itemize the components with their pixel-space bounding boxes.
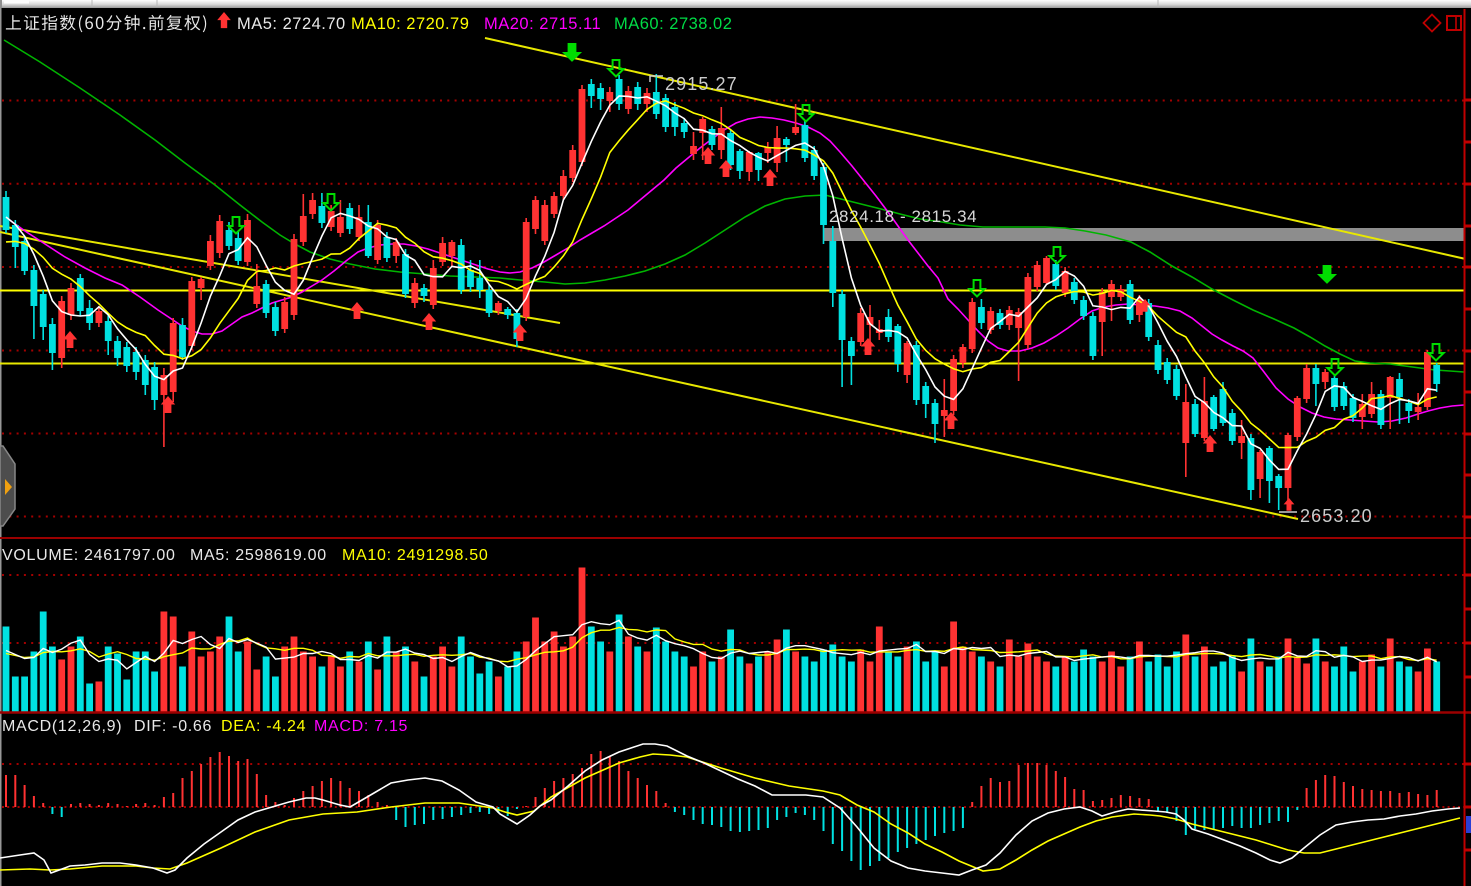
svg-text:DIF: -0.66: DIF: -0.66 [134,718,212,735]
svg-text:2915.27: 2915.27 [665,74,738,94]
svg-text:MA5: 2724.70: MA5: 2724.70 [237,15,346,33]
svg-text:MACD(12,26,9): MACD(12,26,9) [2,718,122,735]
svg-text:MA10: 2720.79: MA10: 2720.79 [351,15,469,33]
svg-text:VOLUME: 2461797.00: VOLUME: 2461797.00 [2,547,176,564]
svg-text:DEA: -4.24: DEA: -4.24 [221,718,306,735]
svg-text:MACD: 7.15: MACD: 7.15 [314,718,408,735]
svg-text:2824.18 - 2815.34: 2824.18 - 2815.34 [829,207,977,226]
svg-text:MA60: 2738.02: MA60: 2738.02 [614,15,732,33]
svg-text:MA20: 2715.11: MA20: 2715.11 [484,15,601,33]
svg-text:2653.20: 2653.20 [1300,506,1373,526]
svg-text:MA5: 2598619.00: MA5: 2598619.00 [190,547,327,564]
svg-text:MA10: 2491298.50: MA10: 2491298.50 [342,547,488,564]
